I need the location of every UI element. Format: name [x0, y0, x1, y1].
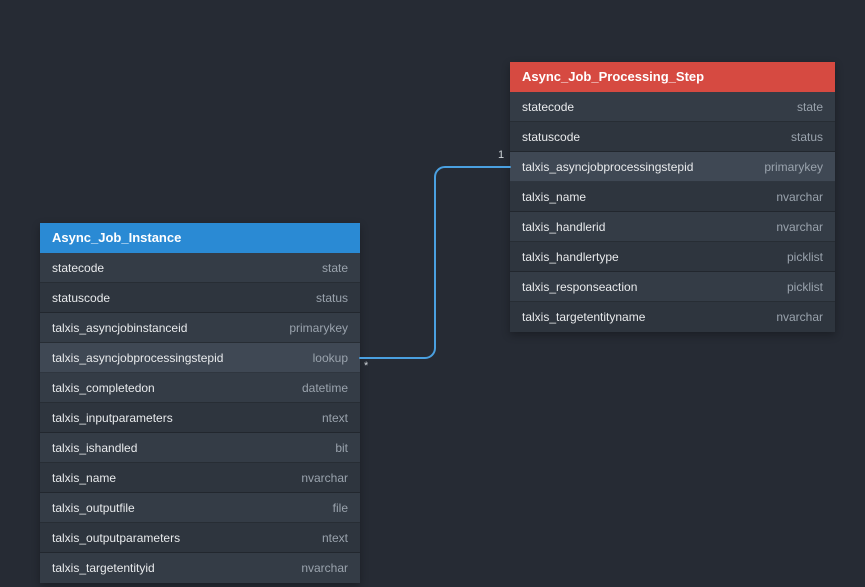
column-name: talxis_name [522, 190, 586, 204]
column-type: bit [335, 441, 348, 455]
table-row[interactable]: talxis_name nvarchar [40, 463, 360, 493]
column-name: talxis_outputparameters [52, 531, 180, 545]
column-type: lookup [313, 351, 348, 365]
column-name: talxis_name [52, 471, 116, 485]
table-row[interactable]: talxis_responseaction picklist [510, 272, 835, 302]
table-row[interactable]: talxis_ishandled bit [40, 433, 360, 463]
column-type: primarykey [764, 160, 823, 174]
cardinality-from: * [364, 360, 368, 372]
column-name: talxis_targetentityname [522, 310, 645, 324]
column-type: nvarchar [301, 471, 348, 485]
table-row[interactable]: statuscode status [40, 283, 360, 313]
table-row[interactable]: talxis_handlerid nvarchar [510, 212, 835, 242]
diagram-canvas: Async_Job_Instance statecode state statusco… [0, 0, 865, 587]
column-type: nvarchar [776, 310, 823, 324]
column-type: ntext [322, 531, 348, 545]
column-name: talxis_asyncjobinstanceid [52, 321, 187, 335]
table-row[interactable]: talxis_handlertype picklist [510, 242, 835, 272]
column-type: state [797, 100, 823, 114]
column-type: picklist [787, 250, 823, 264]
column-name: talxis_handlerid [522, 220, 605, 234]
column-name: statecode [52, 261, 104, 275]
table-row[interactable]: talxis_asyncjobprocessingstepid lookup [40, 343, 360, 373]
column-type: primarykey [289, 321, 348, 335]
column-type: status [791, 130, 823, 144]
entity-async_job_processing_step[interactable]: Async_Job_Processing_Stepstatecodestates… [510, 62, 835, 332]
table-row[interactable]: statecode state [40, 253, 360, 283]
column-name: talxis_handlertype [522, 250, 619, 264]
cardinality-to: 1 [498, 149, 504, 161]
table-row[interactable]: talxis_outputfile file [40, 493, 360, 523]
column-name: talxis_completedon [52, 381, 155, 395]
column-name: talxis_responseaction [522, 280, 637, 294]
column-type: file [333, 501, 348, 515]
column-name: talxis_outputfile [52, 501, 135, 515]
column-name: statuscode [52, 291, 110, 305]
table-row[interactable]: talxis_targetentityname nvarchar [510, 302, 835, 332]
table-row[interactable]: talxis_asyncjobprocessingstepid primaryke… [510, 152, 835, 182]
column-type: nvarchar [776, 220, 823, 234]
table-row[interactable]: talxis_name nvarchar [510, 182, 835, 212]
column-name: talxis_ishandled [52, 441, 137, 455]
column-name: talxis_asyncjobprocessingstepid [522, 160, 693, 174]
column-type: nvarchar [301, 561, 348, 575]
table-row[interactable]: talxis_completedon datetime [40, 373, 360, 403]
table-row[interactable]: talxis_outputparameters ntext [40, 523, 360, 553]
column-type: state [322, 261, 348, 275]
entity-header[interactable]: Async_Job_Processing_Step [510, 62, 835, 92]
column-name: statuscode [522, 130, 580, 144]
entity-title: Async_Job_Processing_Step [522, 69, 704, 84]
table-row[interactable]: statuscode status [510, 122, 835, 152]
table-row[interactable]: statecode state [510, 92, 835, 122]
table-row[interactable]: talxis_asyncjobinstanceid primarykey [40, 313, 360, 343]
column-type: nvarchar [776, 190, 823, 204]
column-type: datetime [302, 381, 348, 395]
column-name: talxis_inputparameters [52, 411, 173, 425]
entity-header[interactable]: Async_Job_Instance [40, 223, 360, 253]
column-type: picklist [787, 280, 823, 294]
column-type: status [316, 291, 348, 305]
column-name: talxis_asyncjobprocessingstepid [52, 351, 223, 365]
entity-async_job_instance[interactable]: Async_Job_Instance statecode state statusco… [40, 223, 360, 583]
column-name: talxis_targetentityid [52, 561, 155, 575]
column-type: ntext [322, 411, 348, 425]
column-name: statecode [522, 100, 574, 114]
table-row[interactable]: talxis_targetentityid nvarchar [40, 553, 360, 583]
entity-title: Async_Job_Instance [52, 230, 181, 245]
table-row[interactable]: talxis_inputparameters ntext [40, 403, 360, 433]
